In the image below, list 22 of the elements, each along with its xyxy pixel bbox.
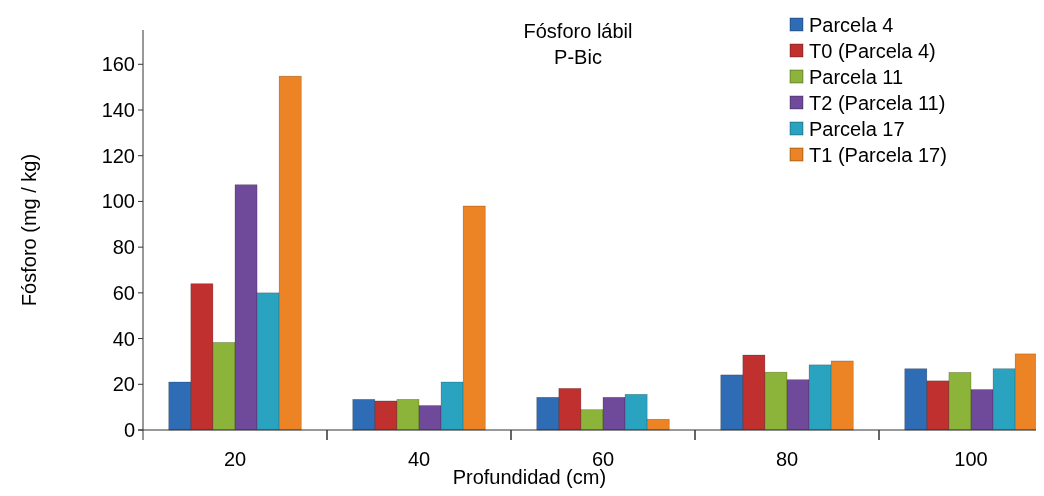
legend-label: T1 (Parcela 17) xyxy=(809,144,947,166)
text: P-Bic xyxy=(554,46,602,68)
x-tick-label: 80 xyxy=(775,448,799,470)
y-tick-label: 40 xyxy=(112,327,135,350)
x-tick-label: 20 xyxy=(223,448,247,470)
legend-label: Parcela 4 xyxy=(809,14,894,36)
y-tick-label: 100 xyxy=(101,190,135,213)
x-tick-label: 40 xyxy=(407,448,431,470)
legend-label: Parcela 11 xyxy=(809,66,904,88)
chart-title: Fósforo lábil xyxy=(523,20,633,42)
y-tick-label: 120 xyxy=(101,144,135,167)
legend-label: T0 (Parcela 4) xyxy=(809,40,936,62)
legend-label: T2 (Parcela 11) xyxy=(809,92,946,114)
y-tick-label: 160 xyxy=(101,53,135,76)
legend-label: Parcela 17 xyxy=(809,118,905,140)
x-tick-label: 100 xyxy=(954,448,988,470)
y-tick-label: 60 xyxy=(112,281,135,304)
y-axis-title: Fósforo (mg / kg) xyxy=(18,153,40,307)
y-tick-label: 20 xyxy=(112,373,135,396)
y-tick-label: 80 xyxy=(112,236,135,259)
y-tick-label: 0 xyxy=(123,419,135,441)
y-tick-label: 140 xyxy=(101,99,135,121)
